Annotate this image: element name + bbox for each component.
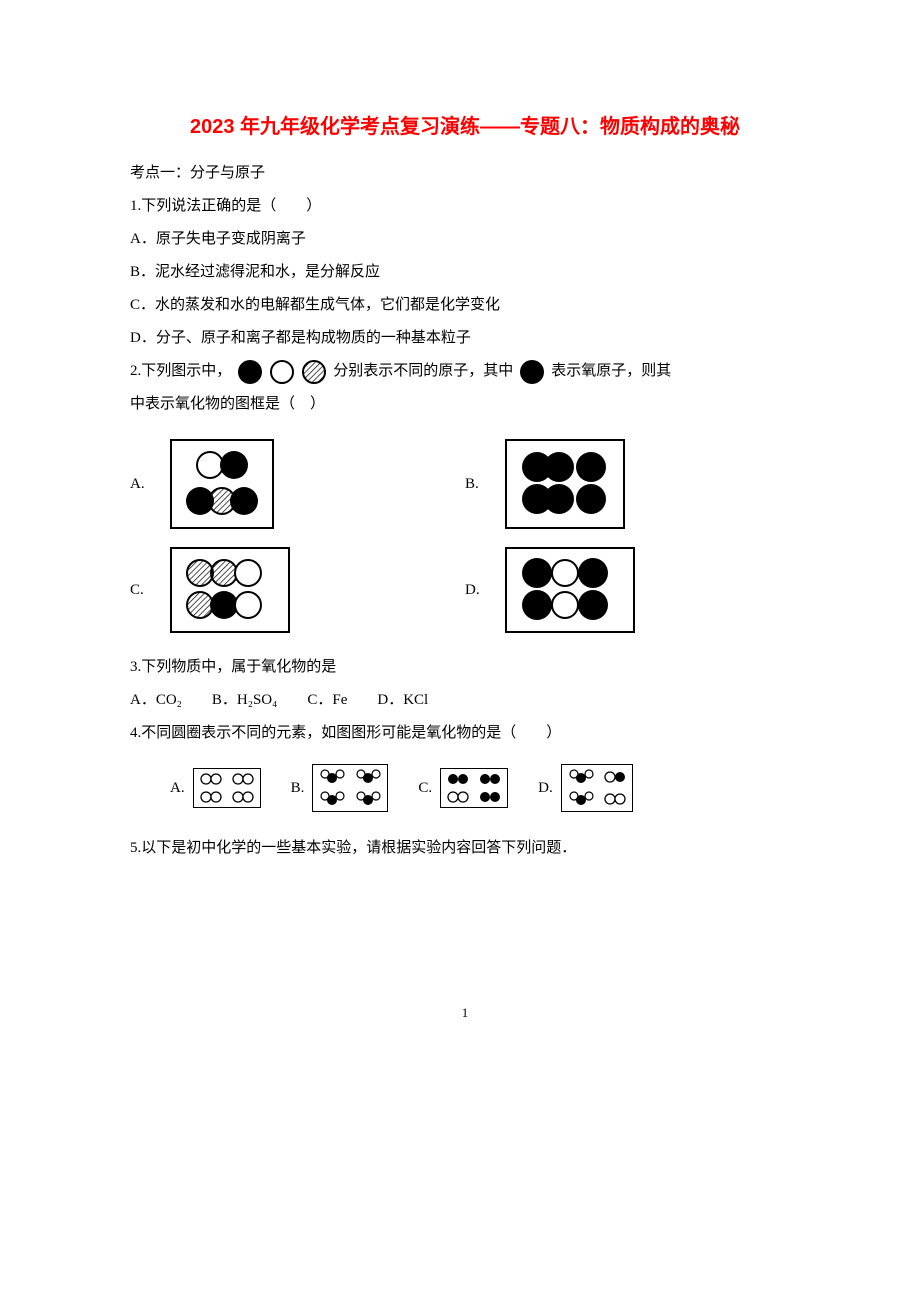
q4-box-a: [193, 768, 261, 808]
q4-option-b: B.: [291, 764, 389, 812]
q1-option-b: B．泥水经过滤得泥和水，是分解反应: [130, 256, 800, 289]
q2-box-c: [170, 547, 290, 633]
q4-option-d: D.: [538, 764, 633, 812]
q4b-mol3: [319, 791, 345, 807]
q2-box-b: [505, 439, 625, 529]
q2-option-b: B.: [465, 439, 800, 529]
q2-atom-icons: [237, 359, 327, 385]
q4a-mol2: [232, 773, 254, 785]
q2-diagram-d: [515, 555, 625, 625]
q2-letter-a: A.: [130, 476, 154, 493]
q4c-mol1: [447, 773, 469, 785]
q2-options-row2: C. D.: [130, 547, 800, 633]
q2-pre: 2.下列图示中，: [130, 355, 231, 388]
q3-stem: 3.下列物质中，属于氧化物的是: [130, 651, 800, 684]
q2-line2: 中表示氧化物的图框是（ ）: [130, 388, 800, 421]
q4-stem: 4.不同圆圈表示不同的元素，如图图形可能是氧化物的是（ ）: [130, 717, 800, 750]
q3-options: A．CO₂ B．H₂SO₄ C．Fe D．KCl: [130, 684, 800, 717]
q4b-mol4: [355, 791, 381, 807]
q4d-mol2: [604, 771, 626, 783]
page-number: 1: [130, 1005, 800, 1021]
q4c-mol4: [479, 791, 501, 803]
oxygen-black-circle-icon: [519, 359, 545, 385]
q2-option-c: C.: [130, 547, 465, 633]
q1-option-a: A．原子失电子变成阴离子: [130, 223, 800, 256]
q4-box-b: [312, 764, 388, 812]
q2-letter-c: C.: [130, 582, 154, 599]
q2-option-d: D.: [465, 547, 800, 633]
q4c-mol2: [479, 773, 501, 785]
q2-options-row1: A. B.: [130, 439, 800, 529]
q4b-mol2: [355, 769, 381, 785]
document-title: 2023 年九年级化学考点复习演练——专题八：物质构成的奥秘: [130, 110, 800, 139]
q2-letter-b: B.: [465, 476, 489, 493]
q4a-mol4: [232, 791, 254, 803]
q1-option-c: C．水的蒸发和水的电解都生成气体，它们都是化学变化: [130, 289, 800, 322]
q4a-mol3: [200, 791, 222, 803]
page: 2023 年九年级化学考点复习演练——专题八：物质构成的奥秘 考点一：分子与原子…: [0, 0, 920, 1081]
q2-diagram-c: [180, 555, 280, 625]
q4a-mol1: [200, 773, 222, 785]
q1-stem: 1.下列说法正确的是（ ）: [130, 190, 800, 223]
q4-letter-c: C.: [418, 780, 432, 797]
black-circle-icon: [237, 359, 263, 385]
q4-option-a: A.: [170, 768, 261, 808]
q4d-mol4: [604, 793, 626, 805]
q4b-mol1: [319, 769, 345, 785]
q4c-mol3: [447, 791, 469, 803]
white-circle-icon: [269, 359, 295, 385]
q4-letter-a: A.: [170, 780, 185, 797]
q2-post: 表示氧原子，则其: [551, 355, 671, 388]
q1-option-d: D．分子、原子和离子都是构成物质的一种基本粒子: [130, 322, 800, 355]
q2-oxygen-icon-wrap: [519, 359, 545, 385]
q4d-mol1: [568, 769, 594, 785]
q4d-mol3: [568, 791, 594, 807]
q2-box-a: [170, 439, 274, 529]
q4-option-c: C.: [418, 768, 508, 808]
q4-box-d: [561, 764, 633, 812]
q4-box-c: [440, 768, 508, 808]
q2-option-a: A.: [130, 439, 465, 529]
q2-line1: 2.下列图示中， 分别表示不同的原子，其中 表示氧原子，则其: [130, 355, 800, 388]
q4-letter-d: D.: [538, 780, 553, 797]
q2-box-d: [505, 547, 635, 633]
q4-options: A. B.: [170, 764, 800, 812]
q4-letter-b: B.: [291, 780, 305, 797]
q2-mid: 分别表示不同的原子，其中: [333, 355, 513, 388]
section-heading: 考点一：分子与原子: [130, 157, 800, 190]
q2-diagram-a: [180, 447, 264, 521]
q2-diagram-b: [515, 447, 615, 521]
hatched-circle-icon: [301, 359, 327, 385]
q5-stem: 5.以下是初中化学的一些基本实验，请根据实验内容回答下列问题．: [130, 832, 800, 865]
q2-letter-d: D.: [465, 582, 489, 599]
